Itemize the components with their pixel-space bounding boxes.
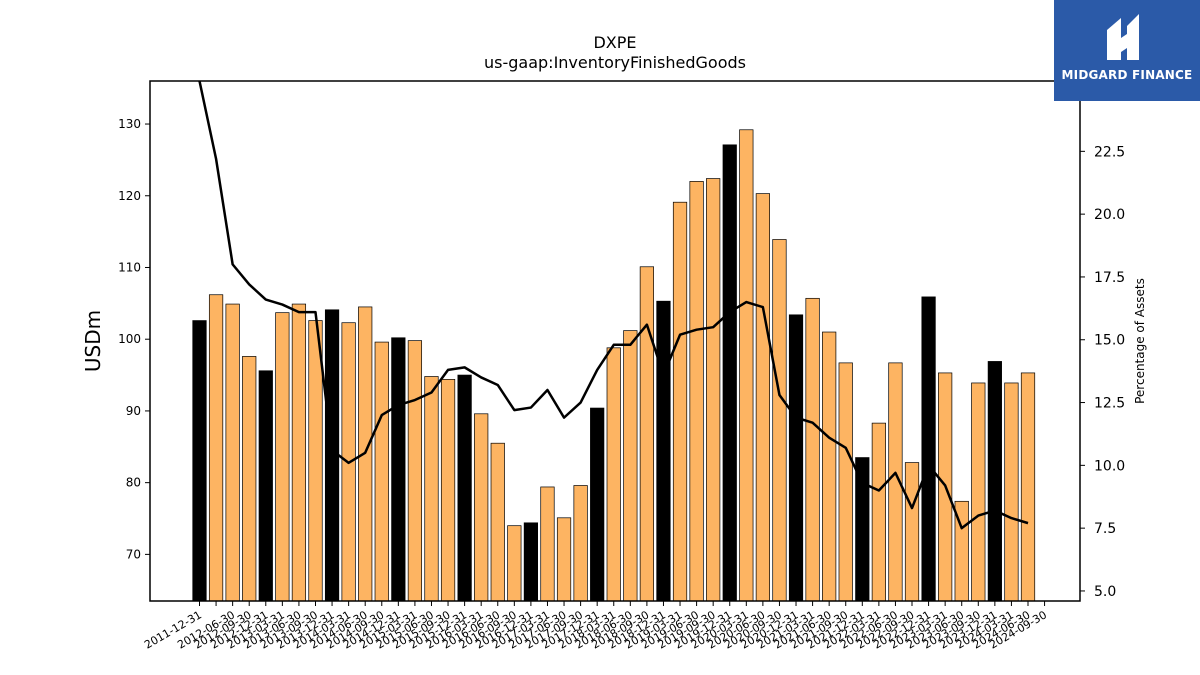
bar-2018-03-31 [606,347,621,602]
bar-2016-12-31 [523,522,539,602]
bar-2012-09-30 [242,356,257,602]
bar-2013-06-30 [291,303,307,602]
bar-2019-03-31 [672,201,688,602]
bar-2024-06-30 [1020,372,1036,602]
bar-2022-12-31 [921,296,936,602]
y2-axis-ticks: 5.0 7.5 10.0 12.5 15.0 17.5 20.0 22.5 [1080,144,1125,600]
bar-2012-03-31 [208,294,224,602]
bar-2023-09-30 [971,382,986,602]
y2-axis-label: Percentage of Assets [1133,278,1147,404]
y-tick-label: 90 [126,404,141,418]
bar-2019-06-30 [689,181,704,602]
bar-2016-09-30 [507,525,522,602]
bar-2019-12-31 [722,144,737,602]
y-axis-label: USDm [81,310,105,372]
bar-2022-09-30 [904,462,920,602]
y2-tick-label: 12.5 [1094,396,1125,412]
bar-2016-06-30 [490,442,505,602]
bar-2019-09-30 [706,178,721,602]
chart-subtitle: us-gaap:InventoryFinishedGoods [484,53,746,72]
bar-2012-06-30 [225,303,240,602]
bar-2021-09-30 [838,362,853,602]
y-tick-label: 70 [126,547,141,561]
y-tick-label: 100 [118,332,141,346]
y2-tick-label: 7.5 [1094,521,1116,537]
bar-2015-09-30 [440,379,456,602]
bar-2014-09-30 [374,341,389,602]
bar-2018-12-31 [656,300,671,602]
bar-2017-06-30 [556,517,572,602]
bar-2015-06-30 [424,376,439,602]
bar-2014-12-31 [391,337,406,602]
bar-2018-09-30 [639,266,654,602]
line-group [198,80,1029,530]
y-tick-label: 130 [118,117,141,131]
bar-2020-06-30 [755,193,770,602]
chart-title: DXPE [593,33,636,52]
plot-frame [149,80,1081,602]
bar-2012-12-31 [258,370,273,602]
bar-2023-12-31 [987,361,1002,602]
bar-2015-03-31 [407,340,423,602]
y2-tick-label: 10.0 [1094,458,1125,474]
y2-tick-label: 20.0 [1094,207,1125,223]
percentage-line [198,80,1029,530]
y-tick-label: 110 [118,260,141,274]
bar-2021-12-31 [855,457,870,602]
logo: MIDGARD FINANCE [1054,0,1200,101]
y2-tick-label: 5.0 [1094,584,1116,600]
bar-2024-03-31 [1004,382,1019,602]
y2-tick-label: 15.0 [1094,333,1125,349]
bar-2015-12-31 [457,374,472,602]
bar-2017-03-31 [540,486,555,602]
bar-2011-12-31 [192,320,207,602]
y-axis-ticks: 70 80 90 100 110 120 130 [118,117,150,561]
midgard-m-icon [1107,14,1139,60]
bar-2017-09-30 [573,485,588,602]
logo-text: MIDGARD FINANCE [1061,68,1193,82]
bar-2016-03-31 [474,413,489,602]
bar-2020-12-31 [788,314,804,602]
bars-group [192,129,1036,602]
bar-2021-03-31 [805,297,820,602]
y2-tick-label: 22.5 [1094,144,1125,160]
bar-2020-03-31 [739,129,754,602]
bar-2020-09-30 [772,239,787,602]
bar-2022-03-31 [871,422,886,602]
bar-2017-12-31 [590,407,605,602]
bar-2013-03-31 [275,312,290,602]
bar-2018-06-30 [623,330,638,602]
bar-2013-09-30 [308,320,323,602]
y-tick-label: 120 [118,189,141,203]
y2-tick-label: 17.5 [1094,270,1125,286]
x-axis-ticks: 2011-12-312012-06-302012-09-302012-12-31… [142,601,1049,652]
y-tick-label: 80 [126,476,141,490]
bar-2021-06-30 [822,331,837,602]
